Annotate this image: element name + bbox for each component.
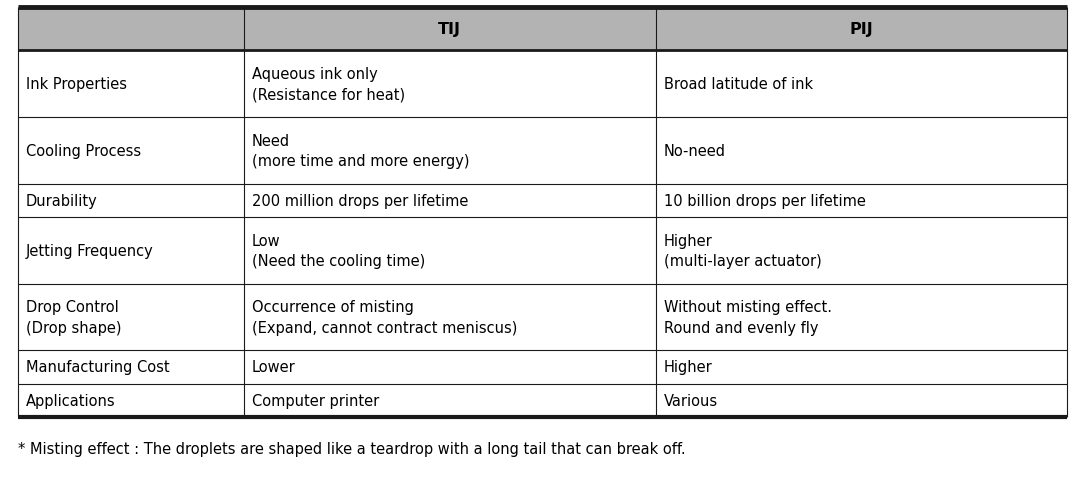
Text: Applications: Applications: [26, 393, 115, 408]
Text: Broad latitude of ink: Broad latitude of ink: [664, 77, 813, 92]
Text: Higher
(multi-layer actuator): Higher (multi-layer actuator): [664, 233, 822, 268]
Text: No-need: No-need: [664, 144, 726, 158]
Text: Need
(more time and more energy): Need (more time and more energy): [251, 133, 468, 168]
Text: Durability: Durability: [26, 193, 98, 208]
Text: Manufacturing Cost: Manufacturing Cost: [26, 360, 170, 375]
Text: * Misting effect : The droplets are shaped like a teardrop with a long tail that: * Misting effect : The droplets are shap…: [18, 442, 686, 456]
Text: 200 million drops per lifetime: 200 million drops per lifetime: [251, 193, 467, 208]
Text: Low
(Need the cooling time): Low (Need the cooling time): [251, 233, 425, 268]
Bar: [18, 8, 1067, 51]
Text: Jetting Frequency: Jetting Frequency: [26, 243, 153, 258]
Text: Computer printer: Computer printer: [251, 393, 378, 408]
Text: Cooling Process: Cooling Process: [26, 144, 141, 158]
Text: Higher: Higher: [664, 360, 713, 375]
Text: Without misting effect.
Round and evenly fly: Without misting effect. Round and evenly…: [664, 300, 832, 335]
Text: 10 billion drops per lifetime: 10 billion drops per lifetime: [664, 193, 865, 208]
Text: Ink Properties: Ink Properties: [26, 77, 127, 92]
Text: Occurrence of misting
(Expand, cannot contract meniscus): Occurrence of misting (Expand, cannot co…: [251, 300, 517, 335]
Text: Various: Various: [664, 393, 717, 408]
Text: Lower: Lower: [251, 360, 296, 375]
Text: Drop Control
(Drop shape): Drop Control (Drop shape): [26, 300, 122, 335]
Text: Aqueous ink only
(Resistance for heat): Aqueous ink only (Resistance for heat): [251, 67, 404, 102]
Text: PIJ: PIJ: [850, 22, 873, 37]
Text: TIJ: TIJ: [438, 22, 461, 37]
